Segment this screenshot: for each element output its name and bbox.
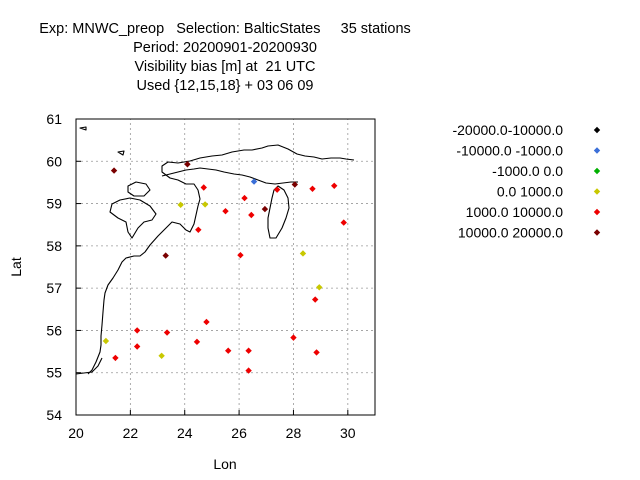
title-line-3: Visibility bias [m] at 21 UTC xyxy=(134,59,316,75)
coastline-estonia-north xyxy=(161,167,298,185)
station-marker xyxy=(163,329,171,336)
station-marker xyxy=(313,349,320,356)
x-tick-label: 28 xyxy=(286,425,302,441)
station-marker xyxy=(222,207,229,215)
y-axis-ticks: 54 55 56 57 58 59 60 61 xyxy=(46,111,81,423)
station-marker xyxy=(309,185,316,192)
y-tick-label: 55 xyxy=(46,365,62,381)
station-marker xyxy=(193,338,201,346)
y-tick-label: 54 xyxy=(46,407,62,423)
legend-label: -1000.0 0.0 xyxy=(492,163,563,179)
station-marker xyxy=(225,347,232,354)
station-marker xyxy=(316,284,323,291)
station-marker xyxy=(245,347,252,354)
coastline-mainland xyxy=(87,144,355,375)
station-marker xyxy=(299,250,307,257)
legend-label: 1000.0 10000.0 xyxy=(466,204,564,220)
title-line-1: Exp: MNWC_preop Selection: BalticStates … xyxy=(39,21,411,37)
station-marker xyxy=(177,201,184,209)
station-marker xyxy=(201,201,209,208)
y-tick-label: 59 xyxy=(46,196,62,212)
lake-peipus xyxy=(267,185,290,239)
station-marker xyxy=(112,354,119,362)
station-marker xyxy=(340,219,347,226)
station-marker xyxy=(273,186,281,193)
station-marker xyxy=(184,161,191,168)
legend-marker xyxy=(593,126,601,134)
y-tick-label: 58 xyxy=(46,238,62,254)
x-tick-label: 26 xyxy=(231,425,247,441)
station-marker xyxy=(203,318,210,326)
legend-marker xyxy=(593,208,601,216)
x-tick-label: 30 xyxy=(340,425,356,441)
station-marker xyxy=(290,334,297,341)
station-marker xyxy=(110,167,118,174)
station-marker xyxy=(158,352,165,359)
station-marker xyxy=(245,367,252,374)
legend-label: 0.0 1000.0 xyxy=(497,184,563,200)
x-tick-label: 22 xyxy=(123,425,139,441)
chart-title: Exp: MNWC_preop Selection: BalticStates … xyxy=(0,20,450,96)
coastline xyxy=(75,126,355,375)
legend-label: 10000.0 20000.0 xyxy=(458,225,563,241)
legend: -20000.0-10000.0 -10000.0 -1000.0 -1000.0 … xyxy=(452,122,601,241)
legend-marker xyxy=(593,167,601,175)
y-axis-label: Lat xyxy=(8,257,24,277)
island-hiiumaa xyxy=(127,181,151,197)
plot-frame xyxy=(75,118,376,416)
island-small xyxy=(117,150,125,156)
x-tick-label: 24 xyxy=(177,425,193,441)
station-marker xyxy=(102,337,110,345)
legend-label: -10000.0 -1000.0 xyxy=(456,143,563,159)
station-marker xyxy=(200,184,207,191)
y-tick-label: 56 xyxy=(46,322,62,338)
station-marker xyxy=(195,226,202,233)
x-axis-label: Lon xyxy=(213,456,236,472)
island-saaremaa xyxy=(109,197,157,239)
station-marker xyxy=(250,178,258,185)
legend-marker xyxy=(593,188,601,195)
station-marker xyxy=(331,182,338,190)
station-marker xyxy=(241,194,248,202)
legend-label: -20000.0-10000.0 xyxy=(452,122,563,138)
station-marker xyxy=(133,327,141,334)
legend-marker xyxy=(593,229,601,236)
x-axis-ticks: 20 22 24 26 28 30 xyxy=(68,410,356,441)
station-marker xyxy=(312,296,319,303)
station-marker xyxy=(248,211,255,219)
title-line-2: Period: 20200901-20200930 xyxy=(133,40,317,56)
station-marker xyxy=(162,252,169,259)
y-tick-label: 61 xyxy=(46,111,62,127)
station-marker xyxy=(133,343,141,350)
legend-marker xyxy=(593,147,601,154)
station-marker xyxy=(291,181,299,188)
island-small xyxy=(79,126,87,131)
grid-lines xyxy=(76,119,375,415)
y-tick-label: 60 xyxy=(46,153,62,169)
station-markers xyxy=(102,161,347,374)
station-marker xyxy=(261,205,269,213)
y-tick-label: 57 xyxy=(46,280,62,296)
x-tick-label: 20 xyxy=(68,425,84,441)
coastline-kaliningrad xyxy=(75,357,103,375)
station-marker xyxy=(237,251,244,259)
title-line-4: Used {12,15,18} + 03 06 09 xyxy=(136,78,314,94)
